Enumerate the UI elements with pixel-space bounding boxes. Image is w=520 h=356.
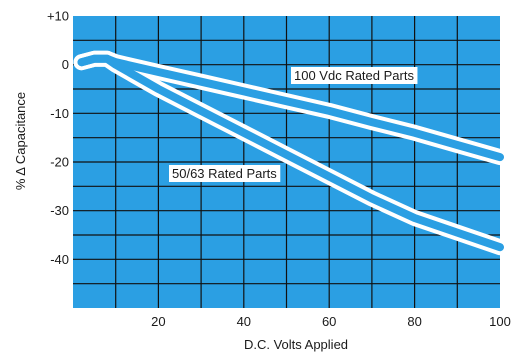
series-label-50-63: 50/63 Rated Parts [172,166,277,181]
y-tick-label: -20 [50,155,69,170]
x-tick-label: 20 [151,314,165,329]
y-tick-label: +10 [47,9,69,24]
series-lines [73,50,508,256]
x-tick-label: 60 [322,314,336,329]
y-tick-labels: +10 0 -10 -20 -30 -40 [47,9,69,267]
x-tick-labels: 20 40 60 80 100 [151,314,511,329]
series-label-100vdc: 100 Vdc Rated Parts [294,68,414,83]
series-label-0-background [291,67,418,84]
series-line-1 [77,54,504,252]
y-tick-label: -40 [50,252,69,267]
x-tick-label: 80 [407,314,421,329]
x-tick-label: 40 [237,314,251,329]
series-label-1-background [169,165,281,182]
y-tick-label: 0 [62,57,69,72]
x-axis-title: D.C. Volts Applied [244,337,348,352]
y-tick-label: -10 [50,106,69,121]
y-axis-title: % Δ Capacitance [13,92,28,190]
y-tick-label: -30 [50,203,69,218]
x-tick-label: 100 [489,314,511,329]
